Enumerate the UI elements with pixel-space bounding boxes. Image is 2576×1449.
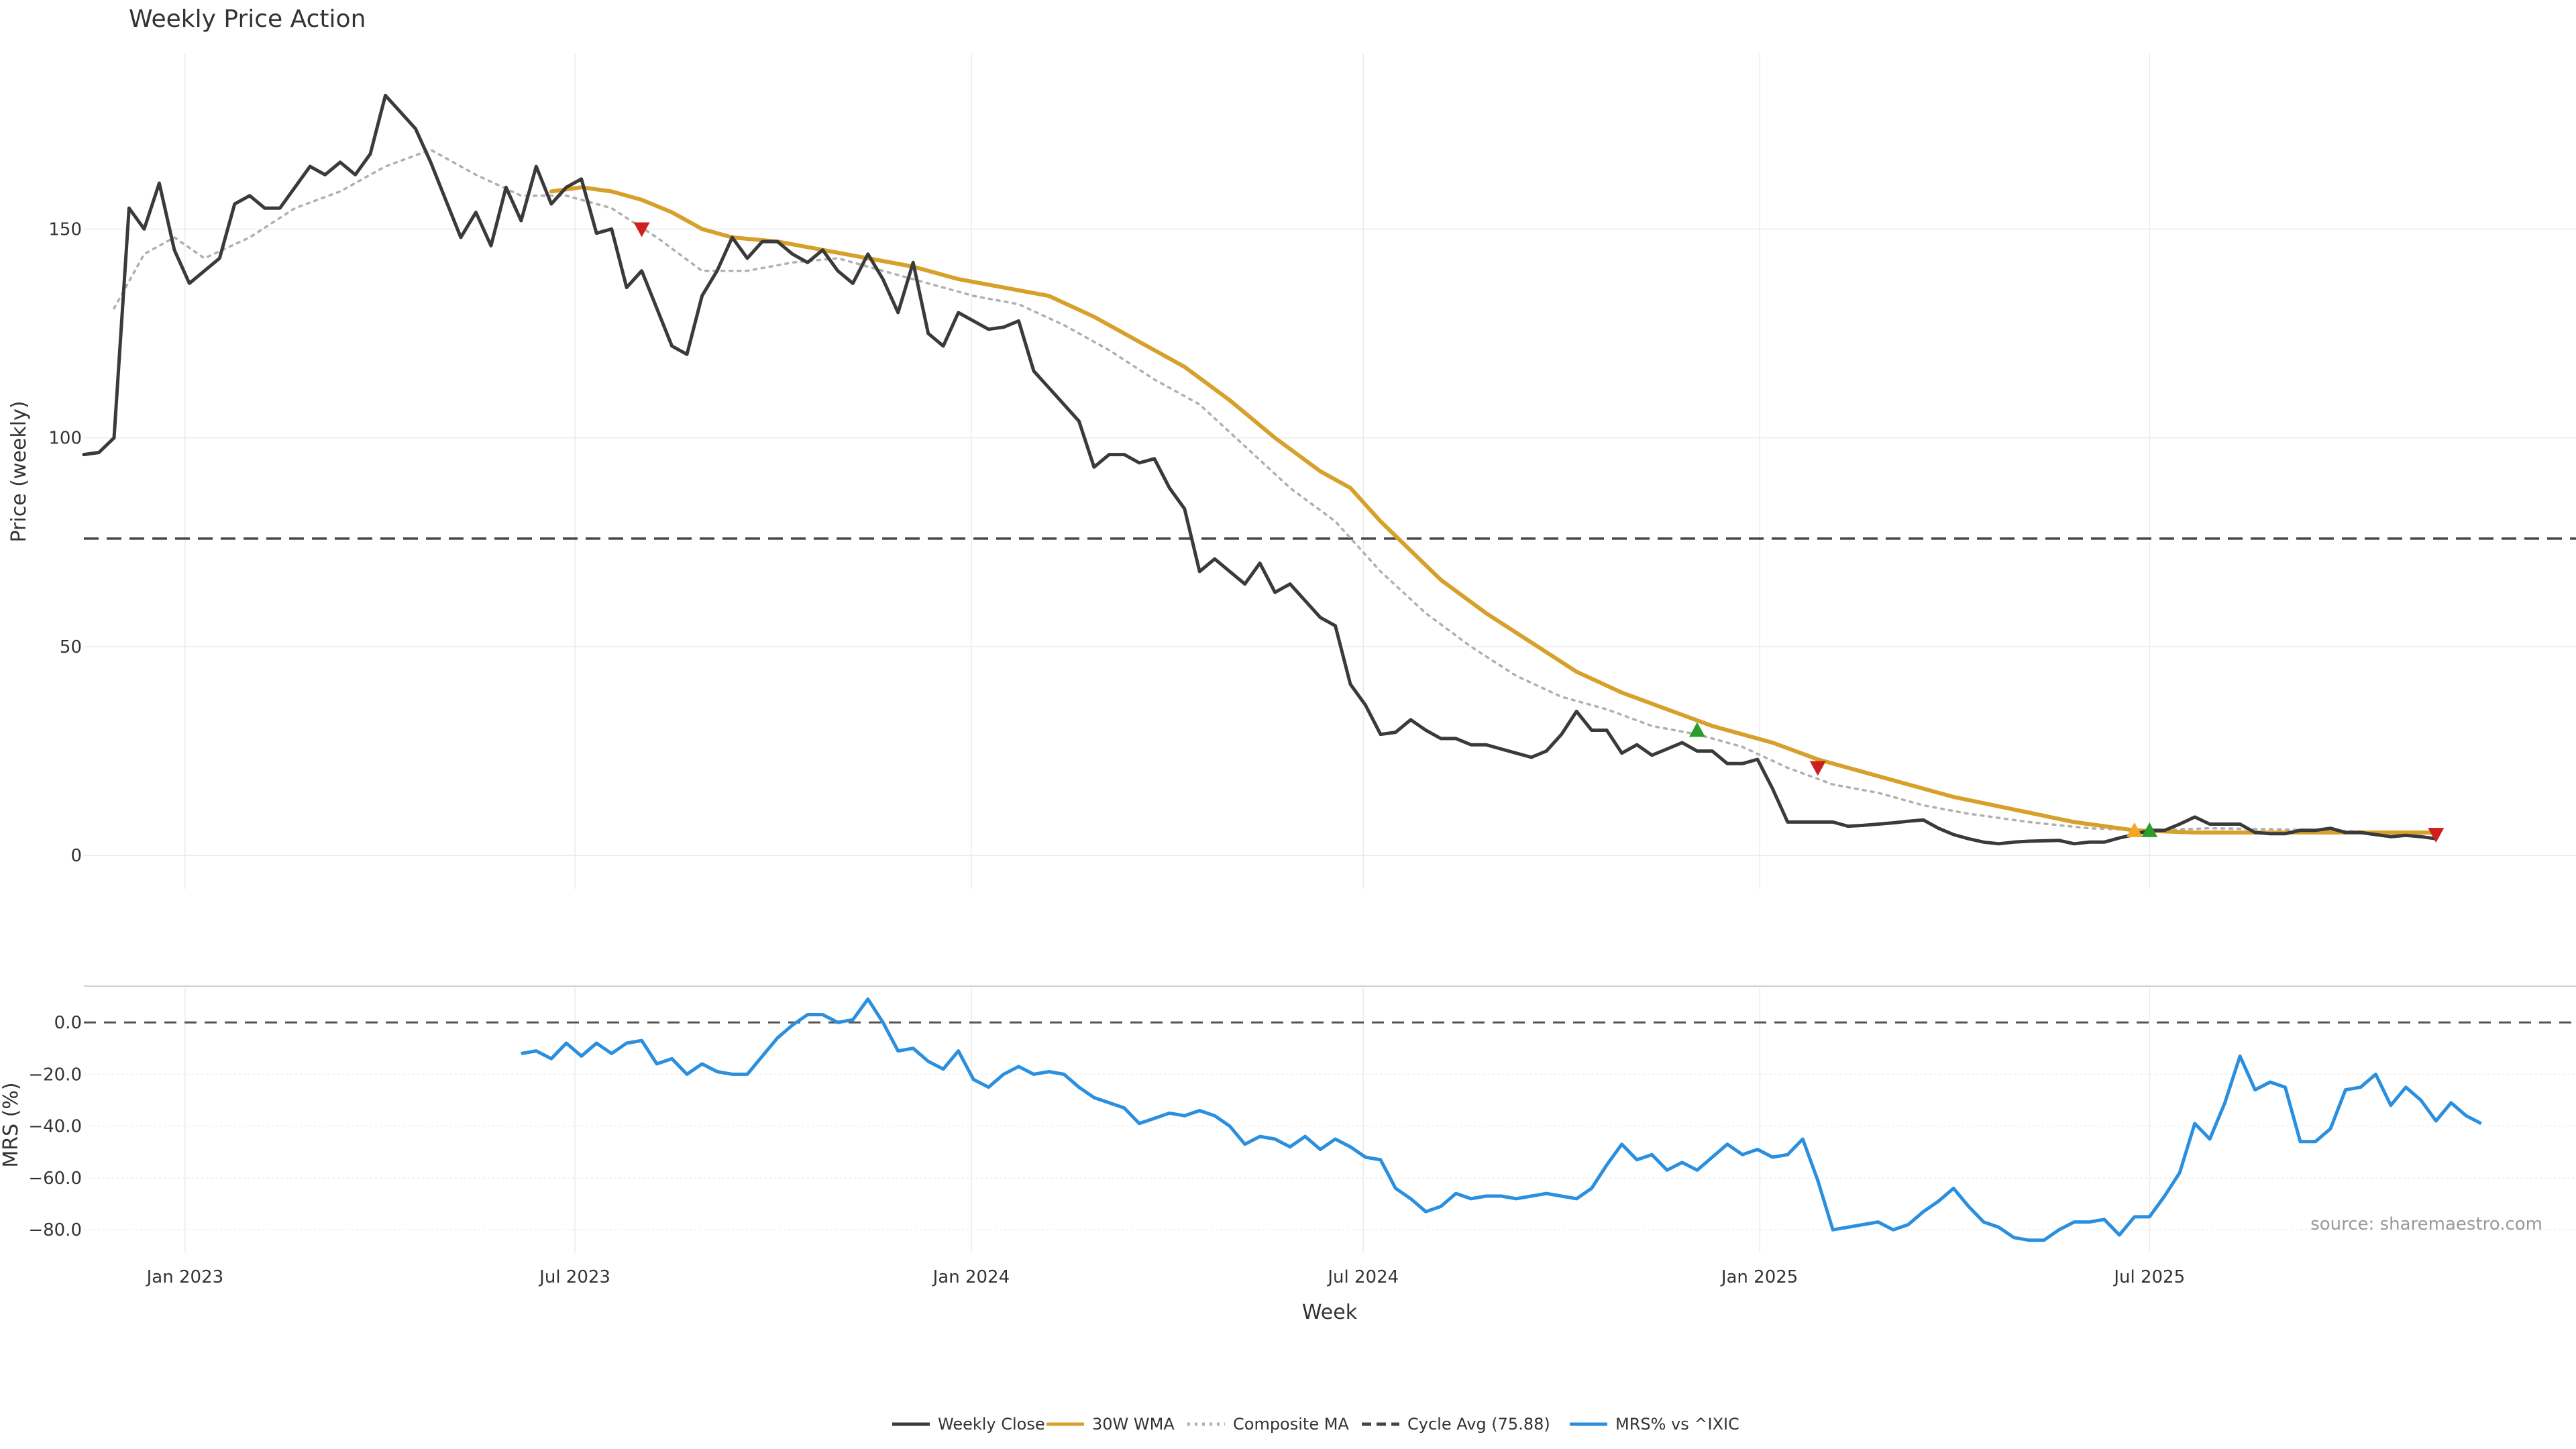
signal-marker-up bbox=[1688, 722, 1705, 737]
x-tick-label: Jan 2025 bbox=[1720, 1267, 1799, 1287]
legend-label: 30W WMA bbox=[1092, 1415, 1175, 1434]
price-y-tick-label: 150 bbox=[48, 219, 82, 239]
series-composite-ma bbox=[113, 148, 2438, 835]
signal-marker-down bbox=[633, 222, 650, 237]
mrs-panel: Jan 2023 Jul 2023 Jan 2024 Jul 2024 Jan 2025… bbox=[28, 985, 2576, 1287]
series-weekly-close bbox=[82, 93, 2438, 846]
mrs-y-tick-label: 0.0 bbox=[54, 1013, 82, 1033]
legend-label: Weekly Close bbox=[938, 1415, 1045, 1434]
legend-label: Composite MA bbox=[1233, 1415, 1349, 1434]
series-30w-wma bbox=[549, 185, 2438, 835]
mrs-y-tick-label: −60.0 bbox=[28, 1169, 82, 1189]
x-axis-title: Week bbox=[1302, 1301, 1358, 1324]
mrs-y-tick-label: −20.0 bbox=[28, 1065, 82, 1085]
source-note: source: sharemaestro.com bbox=[2310, 1214, 2542, 1234]
price-y-tick-label: 0 bbox=[70, 846, 82, 866]
x-tick-label: Jul 2024 bbox=[1326, 1267, 1399, 1287]
mrs-y-tick-label: −80.0 bbox=[28, 1220, 82, 1240]
price-y-tick-label: 100 bbox=[48, 429, 82, 449]
signal-marker-down bbox=[1809, 761, 1826, 776]
price-y-tick-label: 50 bbox=[60, 637, 82, 657]
signal-marker-up bbox=[2141, 822, 2158, 837]
price-panel: 0 50 100 150 bbox=[48, 54, 2576, 889]
chart-title: Weekly Price Action bbox=[129, 5, 366, 33]
signal-marker-up bbox=[2126, 822, 2143, 837]
signal-marker-down bbox=[2428, 828, 2445, 843]
mrs-y-axis-title: MRS (%) bbox=[0, 1082, 23, 1167]
legend-label: Cycle Avg (75.88) bbox=[1407, 1415, 1550, 1434]
legend: Weekly Close 30W WMA Composite MA Cycle Avg… bbox=[892, 1415, 1739, 1434]
x-tick-label: Jul 2025 bbox=[2112, 1267, 2185, 1287]
x-tick-label: Jan 2023 bbox=[146, 1267, 224, 1287]
mrs-y-tick-label: −40.0 bbox=[28, 1117, 82, 1137]
x-tick-label: Jan 2024 bbox=[932, 1267, 1010, 1287]
legend-label: MRS% vs ^IXIC bbox=[1615, 1415, 1739, 1434]
series-mrs-vs-ixic bbox=[521, 997, 2482, 1242]
x-tick-label: Jul 2023 bbox=[538, 1267, 610, 1287]
price-y-axis-title: Price (weekly) bbox=[7, 400, 31, 542]
